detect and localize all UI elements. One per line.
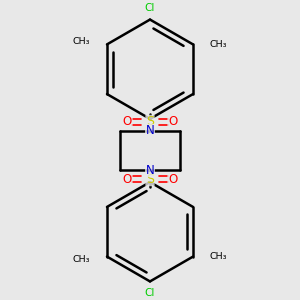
Text: N: N [146, 164, 154, 177]
Text: CH₃: CH₃ [73, 37, 90, 46]
Text: O: O [123, 172, 132, 186]
Text: O: O [168, 116, 177, 128]
Text: O: O [168, 172, 177, 186]
Text: CH₃: CH₃ [210, 252, 227, 261]
Text: S: S [146, 116, 154, 128]
Text: O: O [123, 116, 132, 128]
Text: Cl: Cl [145, 289, 155, 298]
Text: CH₃: CH₃ [73, 255, 90, 264]
Text: N: N [146, 124, 154, 137]
Text: CH₃: CH₃ [210, 40, 227, 49]
Text: S: S [146, 172, 154, 186]
Text: Cl: Cl [145, 2, 155, 13]
